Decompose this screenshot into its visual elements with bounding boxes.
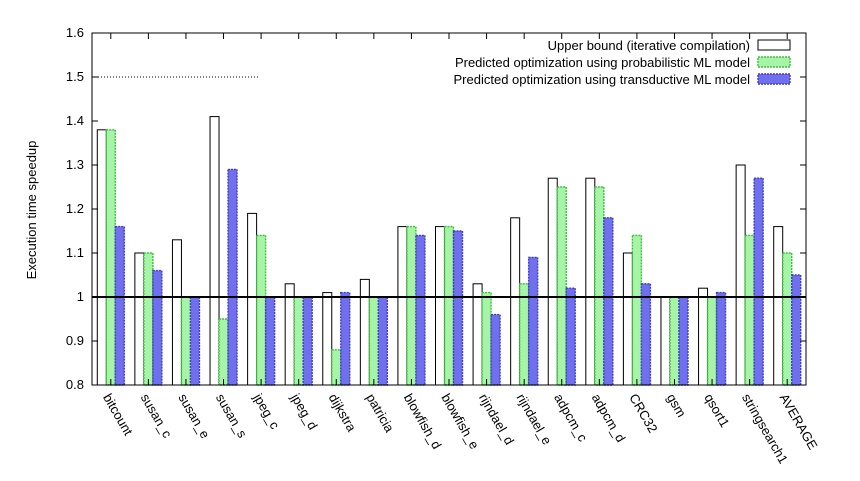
bar-3-susan_e xyxy=(189,296,201,386)
y-axis-title: Execution time speedup xyxy=(24,141,39,280)
legend-swatch-2 xyxy=(757,56,791,68)
bar-1-patricia xyxy=(359,278,370,386)
bar-2-stringsearch1 xyxy=(744,234,755,386)
bar-1-bitcount xyxy=(96,129,107,386)
bar-2-average xyxy=(782,252,793,386)
bar-1-blowfish_e xyxy=(435,226,445,386)
bar-3-bitcount xyxy=(114,225,125,386)
bar-2-susan_e xyxy=(180,296,192,386)
bar-1-stringsearch1 xyxy=(735,164,746,386)
bar-3-dijkstra xyxy=(340,291,351,386)
x-tick-label-susan_c: susan_c xyxy=(138,391,175,441)
y-tick-label: 1.1 xyxy=(66,245,84,260)
bar-1-crc32 xyxy=(622,252,633,386)
bar-1-gsm xyxy=(660,296,671,386)
bar-3-rijndael_d xyxy=(490,313,501,386)
y-tick-label: 1.4 xyxy=(66,113,84,128)
bar-2-qsort1 xyxy=(706,296,718,386)
x-tick-label-blowfish_d: blowfish_d xyxy=(401,391,445,452)
bar-3-gsm xyxy=(678,296,689,386)
y-tick-label: 1.3 xyxy=(66,157,84,172)
bar-2-crc32 xyxy=(631,234,643,386)
y-tick-label: 0.9 xyxy=(66,333,84,348)
bar-2-gsm xyxy=(669,296,680,386)
x-tick-label-rijndael_d: rijndael_d xyxy=(476,391,517,447)
bar-1-qsort1 xyxy=(698,287,709,386)
x-tick-label-adpcm_c: adpcm_c xyxy=(551,391,591,445)
bar-2-jpeg_c xyxy=(255,234,267,386)
legend: Upper bound (iterative compilation) Predi… xyxy=(454,38,791,87)
bar-2-patricia xyxy=(368,296,380,386)
bar-3-jpeg_d xyxy=(302,296,313,386)
bar-2-adpcm_d xyxy=(594,186,605,386)
bar-2-rijndael_e xyxy=(518,283,530,386)
x-tick-label-susan_s: susan_s xyxy=(213,391,250,441)
bar-3-average xyxy=(791,274,802,386)
bar-1-blowfish_d xyxy=(397,226,408,386)
bar-2-blowfish_d xyxy=(406,225,417,386)
bar-1-dijkstra xyxy=(322,292,333,386)
x-tick-label-jpeg_c: jpeg_c xyxy=(250,390,283,432)
bar-1-adpcm_c xyxy=(547,177,558,386)
x-tick-label-jpeg_d: jpeg_d xyxy=(288,390,321,432)
x-tick-label-qsort1: qsort1 xyxy=(701,391,732,430)
bar-2-adpcm_c xyxy=(556,186,567,386)
bar-3-jpeg_c xyxy=(264,296,276,386)
bar-2-susan_c xyxy=(143,252,154,386)
bar-1-susan_e xyxy=(171,239,182,386)
bar-1-rijndael_d xyxy=(472,283,483,386)
bar-3-stringsearch1 xyxy=(753,177,764,386)
y-tick-label: 1.5 xyxy=(66,69,84,84)
bar-1-rijndael_e xyxy=(510,217,521,386)
y-tick-label: 1.6 xyxy=(66,25,84,40)
x-tick-label-gsm: gsm xyxy=(664,391,689,420)
bar-3-susan_c xyxy=(152,269,163,386)
x-tick-label-crc32: CRC32 xyxy=(626,391,660,435)
legend-label-2: Predicted optimization using probabilist… xyxy=(455,55,750,70)
bars-layer xyxy=(96,116,802,386)
bar-3-crc32 xyxy=(640,283,652,386)
x-tick-label-susan_e: susan_e xyxy=(175,391,213,441)
bar-3-rijndael_e xyxy=(527,256,539,386)
bar-3-blowfish_e xyxy=(452,230,464,386)
bar-3-qsort1 xyxy=(715,291,727,386)
bar-3-adpcm_d xyxy=(603,217,614,386)
legend-swatch-1 xyxy=(757,39,791,51)
bar-1-adpcm_d xyxy=(585,177,596,386)
x-tick-label-dijkstra: dijkstra xyxy=(326,391,360,435)
legend-label-1: Upper bound (iterative compilation) xyxy=(548,38,750,53)
bar-2-susan_s xyxy=(218,318,229,386)
bar-1-susan_c xyxy=(134,252,145,386)
x-tick-label-bitcount: bitcount xyxy=(100,391,136,438)
bar-2-bitcount xyxy=(105,129,116,386)
y-tick-label: 1.2 xyxy=(66,201,84,216)
legend-swatch-3 xyxy=(757,73,791,85)
bar-3-patricia xyxy=(377,296,389,386)
x-tick-label-adpcm_d: adpcm_d xyxy=(589,391,629,445)
bar-3-susan_s xyxy=(227,168,238,386)
bar-1-average xyxy=(773,226,784,386)
bar-2-jpeg_d xyxy=(293,296,304,386)
x-tick-label-blowfish_e: blowfish_e xyxy=(438,391,482,452)
bar-1-susan_s xyxy=(209,116,220,386)
bar-1-jpeg_c xyxy=(247,212,258,386)
bar-2-rijndael_d xyxy=(481,291,492,386)
bar-1-jpeg_d xyxy=(284,283,295,386)
x-tick-label-rijndael_e: rijndael_e xyxy=(514,391,555,447)
y-tick-label: 0.8 xyxy=(66,377,84,392)
bar-3-adpcm_c xyxy=(565,287,576,386)
y-tick-label: 1 xyxy=(77,289,84,304)
legend-label-3: Predicted optimization using transductiv… xyxy=(454,72,751,87)
x-tick-label-patricia: patricia xyxy=(363,391,397,435)
bar-3-blowfish_d xyxy=(415,234,426,386)
bar-2-blowfish_e xyxy=(443,225,455,386)
